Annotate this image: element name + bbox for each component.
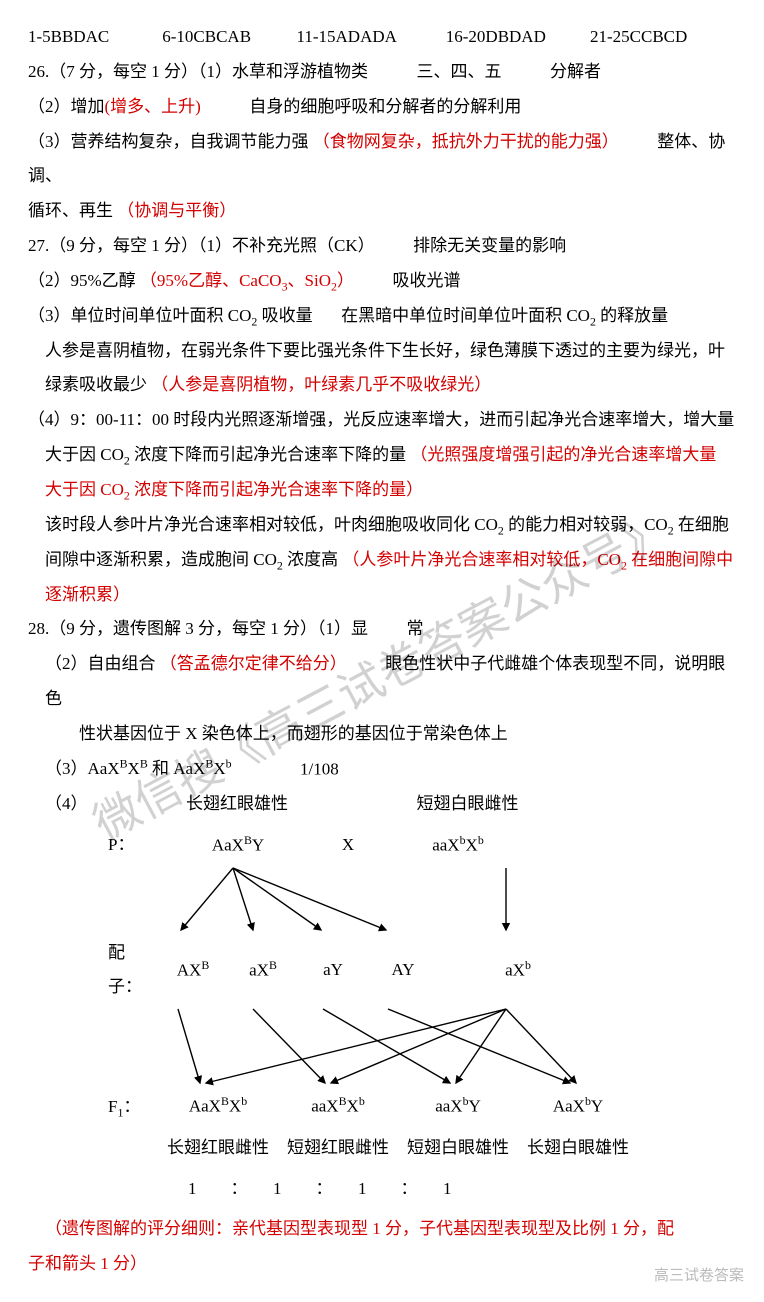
gam-3: AY <box>368 953 438 988</box>
pheno-3: 长翅白眼雄性 <box>518 1131 638 1166</box>
q26-line2: （2）增加(增多、上升) 自身的细胞呼吸和分解者的分解利用 <box>28 90 736 125</box>
q27-p4b1: 该时段人参叶片净光合速率相对较低，叶肉细胞吸收同化 CO2 的能力相对较弱，CO… <box>45 515 729 534</box>
q28-line2: （2）自由组合 （答孟德尔定律不给分） 眼色性状中子代雌雄个体表现型不同，说明眼… <box>28 647 736 717</box>
gam-0: AXB <box>158 953 228 989</box>
q28-p4: （4） <box>45 794 88 813</box>
gam-2: aY <box>298 953 368 988</box>
q27-head: 27.（9 分，每空 1 分）（1）不补充光照（CK） <box>28 236 375 255</box>
q27-p3b: 在黑暗中单位时间单位叶面积 CO2 的释放量 <box>341 306 668 325</box>
genetics-diagram: P： AaXBY X aaXbXb 配子： AXB aXB aY AY aXb <box>28 828 736 1206</box>
diagram-pheno-row: 长翅红眼雌性 短翅红眼雌性 短翅白眼雄性 长翅白眼雄性 <box>28 1131 736 1166</box>
q27-p2b: 吸收光谱 <box>392 271 460 290</box>
q27-p4-red1: （光照强度增强引起的净光合速率增大量 <box>410 445 716 464</box>
q27-p3c2: 绿素吸收最少 <box>45 375 147 394</box>
q28-head-b: 常 <box>407 619 424 638</box>
q27-p3c1: 人参是喜阴植物，在弱光条件下要比强光条件下生长好，绿色薄膜下透过的主要为绿光，叶 <box>45 341 725 360</box>
q27-line1: 27.（9 分，每空 1 分）（1）不补充光照（CK） 排除无关变量的影响 <box>28 229 736 264</box>
mc-g4: 16-20DBDAD <box>446 20 586 55</box>
q27-p4a2: 大于因 CO2 浓度下降而引起净光合速率下降的量 <box>45 445 406 464</box>
q26-head-b: 三、四、五 <box>417 62 502 81</box>
q28-note2: 子和箭头 1 分） <box>28 1247 736 1282</box>
q27-line9: 该时段人参叶片净光合速率相对较低，叶肉细胞吸收同化 CO2 的能力相对较弱，CO… <box>28 508 736 543</box>
q26-p3a: （3）营养结构复杂，自我调节能力强 <box>28 132 309 151</box>
q28-p3a: （3）AaXBXB 和 AaXBXb <box>45 759 232 778</box>
diagram-arrows-bottom <box>108 1005 668 1089</box>
q27-line7: 大于因 CO2 浓度下降而引起净光合速率下降的量 （光照强度增强引起的净光合速率… <box>28 438 736 473</box>
q26-line4: 循环、再生 （协调与平衡） <box>28 194 736 229</box>
q27-line2: （2）95%乙醇 （95%乙醇、CaCO3、SiO2） 吸收光谱 <box>28 264 736 299</box>
q27-p2-red: （95%乙醇、CaCO3、SiO2） <box>140 271 354 290</box>
q28-note1-text: （遗传图解的评分细则：亲代基因型表现型 1 分，子代基因型表现型及比例 1 分，… <box>45 1219 674 1238</box>
q27-line8: 大于因 CO2 浓度下降而引起净光合速率下降的量） <box>28 473 736 508</box>
diagram-f1-row: F1： AaXBXb aaXBXb aaXbY AaXbY <box>28 1089 736 1125</box>
q28-line3: 性状基因位于 X 染色体上，而翅形的基因位于常染色体上 <box>28 717 736 752</box>
mc-g2: 6-10CBCAB <box>162 20 292 55</box>
f1-label: F1： <box>108 1090 158 1125</box>
f1-3: AaXbY <box>518 1089 638 1125</box>
pheno-0: 长翅红眼雌性 <box>158 1131 278 1166</box>
q28-head: 28.（9 分，遗传图解 3 分，每空 1 分）（1）显 <box>28 619 368 638</box>
q27-p3a: （3）单位时间单位叶面积 CO2 吸收量 <box>28 306 313 325</box>
q28-diagram-title-l: 长翅红眼雄性 <box>186 794 288 813</box>
q28-p2c: 性状基因位于 X 染色体上，而翅形的基因位于常染色体上 <box>79 724 508 743</box>
q28-line5: （4） 长翅红眼雄性 短翅白眼雌性 <box>28 787 736 822</box>
q27-line6: （4）9：00-11：00 时段内光照逐渐增强，光反应速率增大，进而引起净光合速… <box>28 403 736 438</box>
bottom-watermark: 高三试卷答案 <box>654 1261 744 1292</box>
q27-p2a: （2）95%乙醇 <box>28 271 136 290</box>
q27-line4: 人参是喜阴植物，在弱光条件下要比强光条件下生长好，绿色薄膜下透过的主要为绿光，叶 <box>28 334 736 369</box>
q26-head-c: 分解者 <box>550 62 601 81</box>
diagram-ratio-row: 1 ： 1 ： 1 ： 1 <box>28 1172 736 1207</box>
q28-line4: （3）AaXBXB 和 AaXBXb 1/108 <box>28 752 736 788</box>
q28-p3b: 1/108 <box>300 759 339 778</box>
q27-p3c-red: （人参是喜阴植物，叶绿素几乎不吸收绿光） <box>151 375 491 394</box>
q28-p2-red: （答孟德尔定律不给分） <box>160 654 347 673</box>
q28-p2a: （2）自由组合 <box>45 654 156 673</box>
q27-line10: 间隙中逐渐积累，造成胞间 CO2 浓度高 （人参叶片净光合速率相对较低，CO2 … <box>28 543 736 578</box>
q27-p4b-red2: 逐渐积累） <box>45 585 130 604</box>
q27-line3: （3）单位时间单位叶面积 CO2 吸收量 在黑暗中单位时间单位叶面积 CO2 的… <box>28 299 736 334</box>
q27-p4-red2: 大于因 CO2 浓度下降而引起净光合速率下降的量） <box>45 480 423 499</box>
gam-1: aXB <box>228 953 298 989</box>
diagram-gamete-row: 配子： AXB aXB aY AY aXb <box>28 936 736 1006</box>
f1-0: AaXBXb <box>158 1089 278 1125</box>
q26-p2-red: (增多、上升) <box>105 97 201 116</box>
q27-head-b: 排除无关变量的影响 <box>413 236 566 255</box>
q28-note1: （遗传图解的评分细则：亲代基因型表现型 1 分，子代基因型表现型及比例 1 分，… <box>28 1212 736 1247</box>
q27-p4b-red1: （人参叶片净光合速率相对较低，CO2 在细胞间隙中 <box>342 550 733 569</box>
gam-4: aXb <box>438 953 598 989</box>
diagram-p-row: P： AaXBY X aaXbXb <box>28 828 736 864</box>
pheno-2: 短翅白眼雄性 <box>398 1131 518 1166</box>
q28-line1: 28.（9 分，遗传图解 3 分，每空 1 分）（1）显 常 <box>28 612 736 647</box>
q26-p2a: （2）增加 <box>28 97 105 116</box>
ratio-text: 1 ： 1 ： 1 ： 1 <box>188 1172 452 1207</box>
mc-answers-row: 1-5BBDAC 6-10CBCAB 11-15ADADA 16-20DBDAD… <box>28 20 736 55</box>
p-right: aaXbXb <box>398 828 518 864</box>
q26-p3c: 循环、再生 <box>28 201 113 220</box>
q27-p4a1: （4）9：00-11：00 时段内光照逐渐增强，光反应速率增大，进而引起净光合速… <box>28 410 734 429</box>
pheno-1: 短翅红眼雌性 <box>278 1131 398 1166</box>
q26-p3-red: （食物网复杂，抵抗外力干扰的能力强） <box>313 132 619 151</box>
q27-p4b2: 间隙中逐渐积累，造成胞间 CO2 浓度高 <box>45 550 338 569</box>
p-mid: X <box>298 828 398 863</box>
q26-head: 26.（7 分，每空 1 分）（1）水草和浮游植物类 <box>28 62 368 81</box>
mc-g1: 1-5BBDAC <box>28 20 158 55</box>
gamete-label: 配子： <box>108 936 158 1006</box>
diagram-arrows-top <box>108 864 668 936</box>
f1-2: aaXbY <box>398 1089 518 1125</box>
mc-g5: 21-25CCBCD <box>590 20 687 55</box>
mc-g3: 11-15ADADA <box>297 20 442 55</box>
q28-note2-text: 子和箭头 1 分） <box>28 1254 147 1273</box>
q26-line1: 26.（7 分，每空 1 分）（1）水草和浮游植物类 三、四、五 分解者 <box>28 55 736 90</box>
q26-line3: （3）营养结构复杂，自我调节能力强 （食物网复杂，抵抗外力干扰的能力强） 整体、… <box>28 125 736 195</box>
p-left: AaXBY <box>178 828 298 864</box>
p-label: P： <box>108 828 178 863</box>
q27-line5: 绿素吸收最少 （人参是喜阴植物，叶绿素几乎不吸收绿光） <box>28 368 736 403</box>
q26-p3c-red: （协调与平衡） <box>117 201 236 220</box>
q27-line11: 逐渐积累） <box>28 578 736 613</box>
q26-p2b: 自身的细胞呼吸和分解者的分解利用 <box>249 97 521 116</box>
q28-diagram-title-r: 短翅白眼雌性 <box>417 794 519 813</box>
f1-1: aaXBXb <box>278 1089 398 1125</box>
